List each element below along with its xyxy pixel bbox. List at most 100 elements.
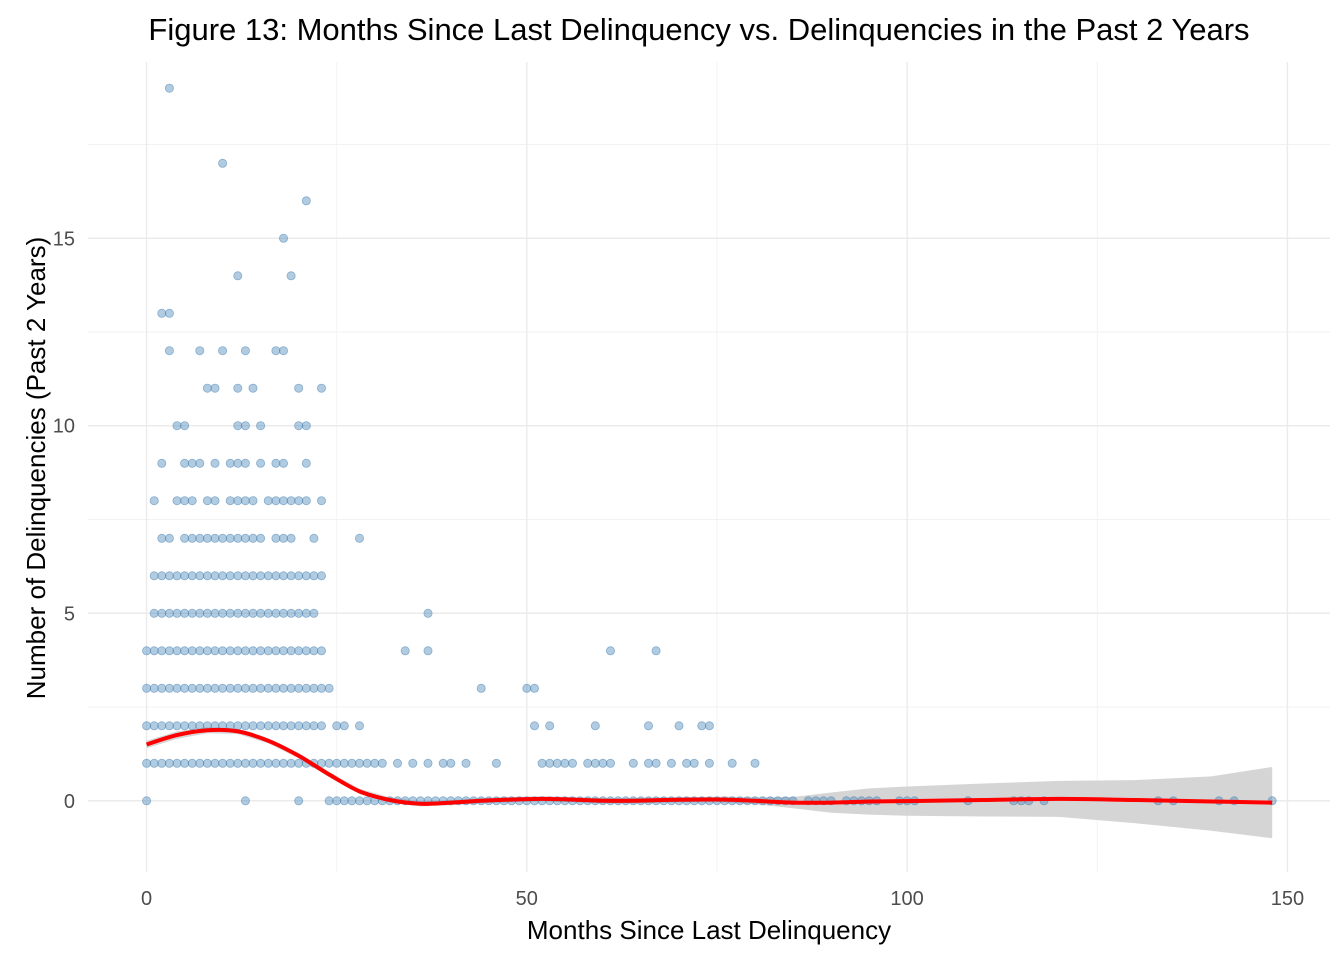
data-point (316, 496, 326, 506)
data-point (172, 683, 182, 693)
data-point (202, 496, 212, 506)
data-point (286, 496, 296, 506)
data-point (240, 646, 250, 656)
data-point (248, 571, 258, 581)
data-point (362, 758, 372, 768)
data-point (256, 608, 266, 618)
data-point (187, 608, 197, 618)
data-point (256, 646, 266, 656)
data-point (271, 683, 281, 693)
data-point (187, 758, 197, 768)
data-point (180, 496, 190, 506)
data-point (278, 721, 288, 731)
data-point (233, 458, 243, 468)
data-point (263, 496, 273, 506)
data-point (271, 496, 281, 506)
data-point (530, 721, 540, 731)
data-point (187, 571, 197, 581)
smooth-trend-line (145, 727, 1273, 806)
data-point (438, 758, 448, 768)
data-point (225, 496, 235, 506)
data-point (263, 683, 273, 693)
data-point (210, 458, 220, 468)
data-point (644, 721, 654, 731)
data-point (187, 458, 197, 468)
data-point (157, 683, 167, 693)
data-point (248, 383, 258, 393)
data-point (324, 683, 334, 693)
data-point (157, 308, 167, 318)
confidence-band (146, 727, 1273, 839)
data-point (301, 571, 311, 581)
data-point (233, 421, 243, 431)
data-point (278, 458, 288, 468)
y-tick-label: 0 (64, 791, 75, 813)
data-point (142, 721, 152, 731)
data-point (164, 533, 174, 543)
data-point (240, 608, 250, 618)
data-point (263, 608, 273, 618)
data-point (309, 571, 319, 581)
data-point (172, 646, 182, 656)
data-point (149, 608, 159, 618)
data-point (286, 533, 296, 543)
data-point (354, 796, 364, 806)
data-point (164, 308, 174, 318)
data-point (210, 608, 220, 618)
data-point (240, 496, 250, 506)
data-point (142, 646, 152, 656)
data-point (590, 758, 600, 768)
data-point (187, 683, 197, 693)
data-point (256, 458, 266, 468)
data-point (164, 608, 174, 618)
data-point (286, 721, 296, 731)
data-point (704, 721, 714, 731)
data-point (294, 383, 304, 393)
data-point (172, 608, 182, 618)
data-point (233, 533, 243, 543)
data-point (240, 571, 250, 581)
y-axis-label: Number of Delinquencies (Past 2 Years) (21, 237, 51, 699)
data-point (568, 758, 578, 768)
data-point (370, 758, 380, 768)
data-point (530, 683, 540, 693)
data-point (294, 758, 304, 768)
data-point (392, 758, 402, 768)
data-point (294, 646, 304, 656)
data-point (180, 533, 190, 543)
data-point (278, 608, 288, 618)
data-point (240, 458, 250, 468)
chart-title: Figure 13: Months Since Last Delinquency… (148, 12, 1249, 47)
x-tick-label: 150 (1271, 888, 1304, 910)
data-point (278, 571, 288, 581)
data-point (164, 646, 174, 656)
data-point (461, 758, 471, 768)
data-point (354, 721, 364, 731)
data-point (644, 758, 654, 768)
data-point (316, 571, 326, 581)
data-point (271, 646, 281, 656)
data-point (142, 796, 152, 806)
data-point (149, 683, 159, 693)
data-point (202, 571, 212, 581)
data-point (256, 421, 266, 431)
data-point (187, 721, 197, 731)
data-point (248, 758, 258, 768)
data-point (339, 721, 349, 731)
data-point (354, 533, 364, 543)
data-point (172, 571, 182, 581)
data-point (233, 683, 243, 693)
data-point (256, 683, 266, 693)
data-point (339, 758, 349, 768)
data-point (187, 646, 197, 656)
data-point (225, 758, 235, 768)
data-point (301, 683, 311, 693)
data-point (286, 683, 296, 693)
data-point (240, 758, 250, 768)
data-point (377, 758, 387, 768)
data-point (316, 758, 326, 768)
data-point (218, 533, 228, 543)
data-point (271, 758, 281, 768)
data-point (195, 533, 205, 543)
